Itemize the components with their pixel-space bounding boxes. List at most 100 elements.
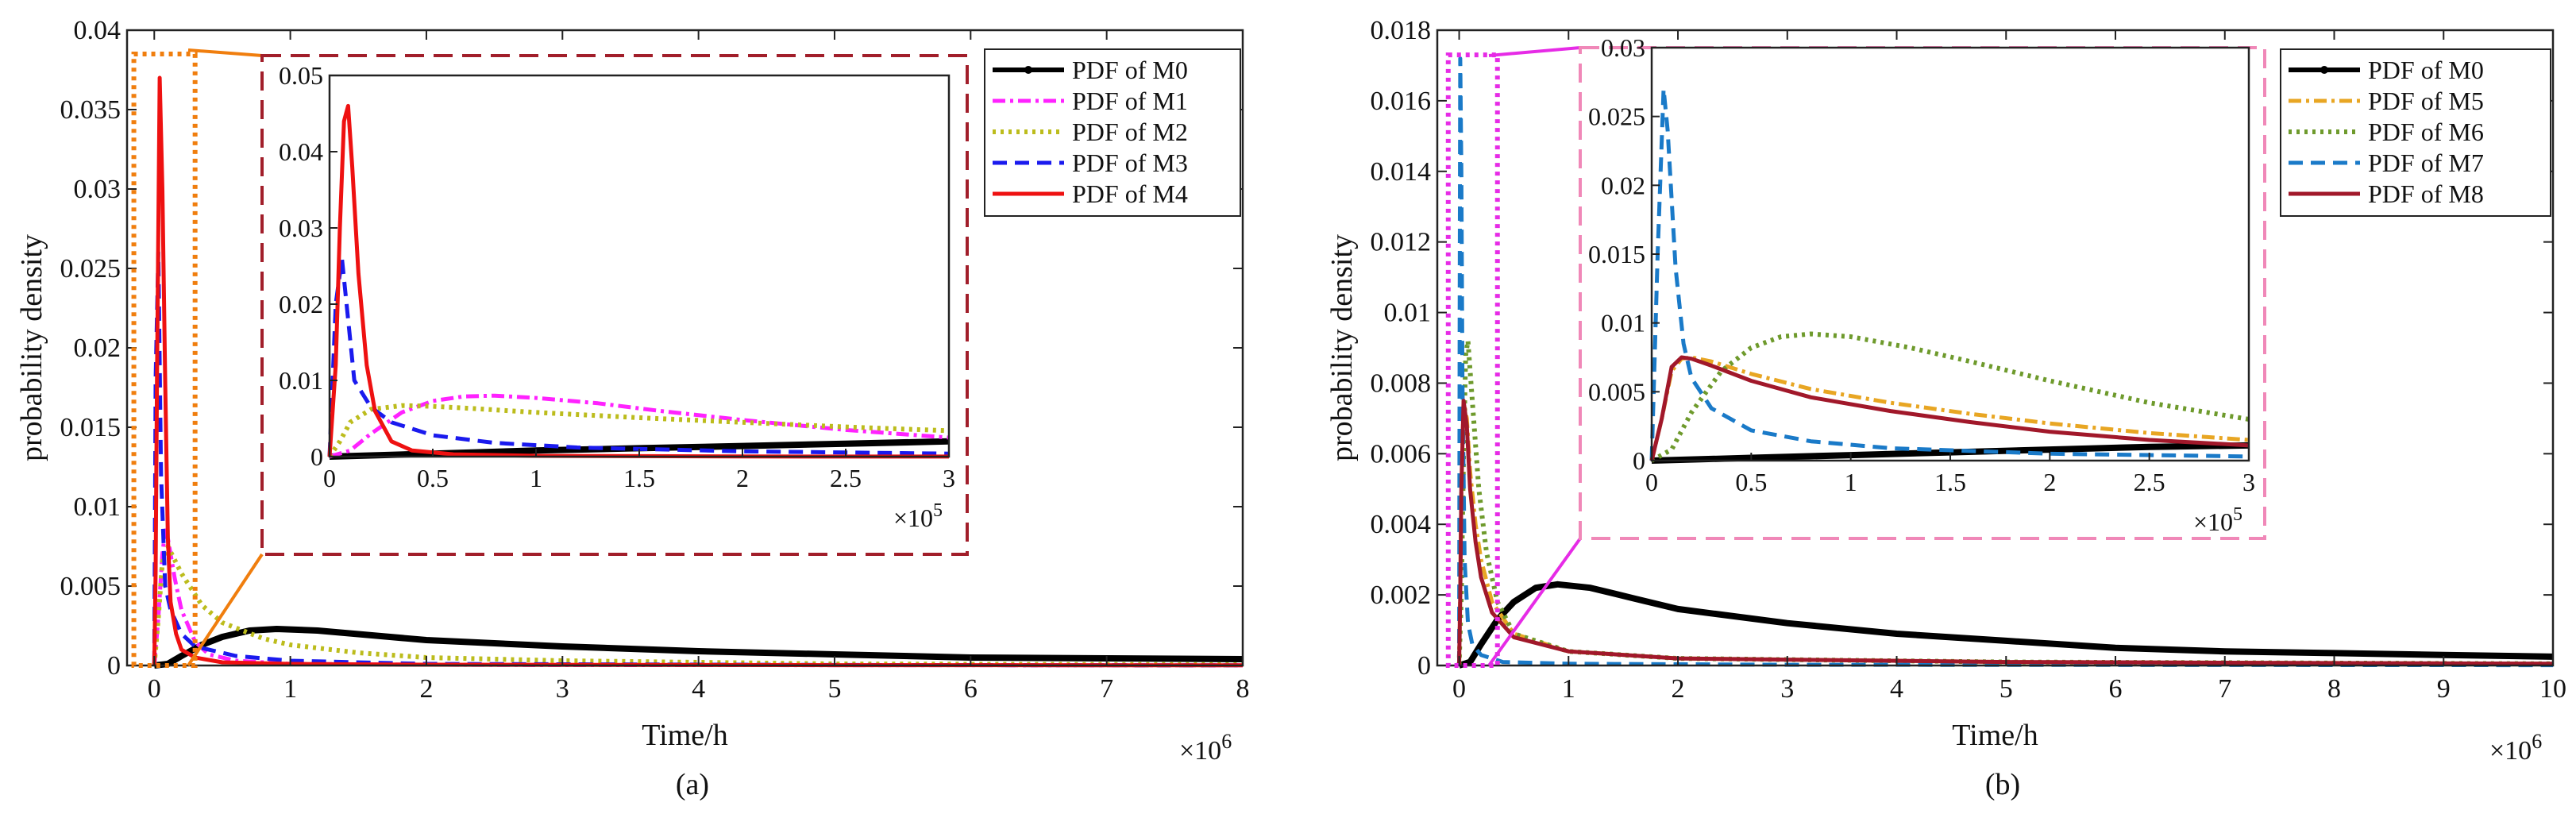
panel-a-y-tick-label: 0.03 — [74, 175, 121, 204]
panel-a-legend-label: PDF of M4 — [1072, 179, 1188, 208]
panel-a-y-tick-label: 0.005 — [60, 572, 121, 601]
panel-b-zoom-connector — [1488, 46, 1581, 57]
panel-a-legend-label: PDF of M1 — [1072, 87, 1188, 115]
panel-a-inset-x-tick-label: 0 — [323, 464, 336, 492]
panel-a-inset-bg — [330, 75, 949, 457]
panel-b-legend-label: PDF of M8 — [2368, 179, 2484, 208]
panel-b-inset-y-tick-label: 0 — [1633, 446, 1645, 475]
panel-a-y-tick-label: 0.04 — [74, 16, 121, 45]
panel-a-series-line-pdf-of-m0 — [153, 626, 1244, 669]
panel-b-y-tick-label: 0.002 — [1371, 581, 1432, 610]
panel-b-x-tick-label: 5 — [1999, 674, 2013, 704]
panel-b-legend-label: PDF of M5 — [2368, 87, 2484, 115]
panel-a-inset-y-tick-label: 0.04 — [279, 137, 323, 166]
panel-a-x-tick-label: 6 — [964, 674, 978, 704]
panel-a-x-tick-label: 1 — [283, 674, 297, 704]
panel-b-y-tick-label: 0 — [1417, 651, 1431, 681]
panel-a-inset-y-tick-label: 0.01 — [279, 366, 323, 395]
panel-a-zoom-box — [131, 52, 198, 668]
panel-a-y-axis-label: probability density — [15, 234, 48, 461]
panel-b: 0 1 2 3 4 5 6 7 8 9 1000.0020.0040.0060.0080.010.0… — [1325, 16, 2566, 766]
panel-b-inset-exponent-power: 5 — [2233, 504, 2242, 525]
panel-b-inset-y-tick-label: 0.03 — [1601, 33, 1645, 62]
panel-a-y-tick-label: 0.025 — [60, 254, 121, 284]
panel-b-inset-y-tick-label: 0.02 — [1601, 171, 1645, 199]
panel-a-x-tick-label: 0 — [148, 674, 161, 704]
panel-b-y-tick-label: 0.01 — [1384, 299, 1432, 328]
panel-a-legend-label: PDF of M0 — [1072, 56, 1188, 84]
panel-b-inset-x-tick-label: 0 — [1645, 468, 1658, 496]
panel-a-inset-exponent-power: 5 — [933, 500, 943, 521]
panel-b-inset-series-group — [1649, 87, 2250, 464]
panel-b-inset-x-tick-label: 2.5 — [2134, 468, 2165, 496]
panel-b-inset-bg — [1652, 48, 2249, 461]
panel-a-inset-y-tick-label: 0 — [310, 442, 323, 471]
panel-b-x-tick-label: 8 — [2327, 674, 2341, 704]
panel-b-inset-series-line-pdf-of-m0 — [1651, 442, 2250, 464]
panel-a-inset-series-line-pdf-of-m4 — [327, 103, 950, 459]
panel-b-legend-marker — [2320, 66, 2328, 74]
panel-b-y-tick-label: 0.008 — [1371, 368, 1432, 398]
panel-b-x-tick-label: 9 — [2437, 674, 2451, 704]
panel-b-inset-x-tick-label: 2 — [2043, 468, 2056, 496]
panel-b-x-axis-label: Time/h — [1952, 719, 2038, 752]
panel-a-inset-y-tick-label: 0.05 — [279, 61, 323, 90]
panel-b-y-tick-label: 0.004 — [1371, 510, 1432, 539]
panel-b-x-tick-label: 0 — [1452, 674, 1466, 704]
panel-b-series-line-pdf-of-m0 — [1458, 581, 2554, 669]
panel-b-inset-x-tick-label: 1 — [1845, 468, 1857, 496]
panel-a-inset-y-tick-label: 0.03 — [279, 214, 323, 242]
panel-a-inset-series-line-pdf-of-m1 — [329, 393, 950, 459]
panel-b-series-line-pdf-of-m8 — [1457, 399, 2554, 666]
panel-a-x-axis-label: Time/h — [642, 719, 727, 752]
panel-b-inset-x-tick-label: 3 — [2242, 468, 2255, 496]
panel-b-legend-box — [2280, 48, 2551, 217]
panel-a-inset-series-line-pdf-of-m3 — [327, 256, 950, 457]
panel-b-x-tick-label: 7 — [2218, 674, 2231, 704]
panel-a-inset-series-line-pdf-of-m0 — [329, 438, 950, 460]
panel-b-inset-x-tick-label: 0.5 — [1735, 468, 1767, 496]
panel-a-x-tick-label: 2 — [419, 674, 433, 704]
panel-a-x-tick-label: 7 — [1100, 674, 1113, 704]
panel-b-y-tick-label: 0.012 — [1371, 228, 1432, 257]
panel-b-x-tick-label: 3 — [1780, 674, 1794, 704]
panel-a-inset-x-tick-label: 0.5 — [417, 464, 449, 492]
panel-b-y-tick-label: 0.018 — [1371, 16, 1432, 45]
panel-b-inset-y-tick-label: 0.005 — [1588, 377, 1645, 406]
panel-a-series-line-pdf-of-m4 — [152, 75, 1244, 668]
panel-a-x-exponent-label: ×106 — [1179, 730, 1232, 766]
caption-a: (a) — [676, 768, 709, 801]
panel-b-x-tick-label: 10 — [2539, 674, 2566, 704]
panel-b-x-tick-label: 4 — [1890, 674, 1903, 704]
panel-b-inset-y-tick-label: 0.01 — [1601, 309, 1645, 338]
panel-b-legend-label: PDF of M7 — [2368, 149, 2484, 177]
panel-b-inset-series-line-pdf-of-m6 — [1650, 331, 2250, 463]
panel-a: 0 1 2 3 4 5 6 7 800.0050.010.0150.020.0250.030.0… — [15, 16, 1250, 766]
panel-a-inset-series-line-pdf-of-m2 — [327, 403, 950, 458]
panel-a-inset-x-tick-label: 3 — [943, 464, 955, 492]
panel-a-y-tick-label: 0 — [107, 651, 121, 681]
panel-b-inset-x-tick-label: 1.5 — [1934, 468, 1966, 496]
panel-b-legend-label: PDF of M6 — [2368, 118, 2484, 146]
panel-a-legend-marker — [1024, 66, 1032, 74]
panel-a-inset-x-tick-label: 1 — [530, 464, 542, 492]
caption-b: (b) — [1985, 768, 2020, 801]
panel-a-series-line-pdf-of-m2 — [152, 544, 1244, 667]
panel-a-x-tick-label: 3 — [556, 674, 569, 704]
panel-b-inset-series-line-pdf-of-m8 — [1649, 355, 2250, 461]
panel-a-zoom-connector — [187, 553, 264, 667]
panel-b-inset-series-line-pdf-of-m5 — [1649, 355, 2250, 461]
panel-a-inset-x-tick-label: 1.5 — [623, 464, 655, 492]
panel-b-inset-series-line-pdf-of-m7 — [1649, 87, 2250, 461]
panel-b-x-tick-label: 6 — [2109, 674, 2123, 704]
panel-b-x-tick-label: 2 — [1672, 674, 1685, 704]
panel-a-y-tick-label: 0.01 — [74, 492, 121, 522]
panel-b-y-tick-label: 0.016 — [1371, 87, 1432, 116]
panel-a-y-tick-label: 0.035 — [60, 95, 121, 125]
panel-a-x-exponent-power: 6 — [1221, 730, 1232, 753]
panel-b-zoom-box — [1445, 52, 1500, 669]
panel-a-inset-x-tick-label: 2 — [736, 464, 749, 492]
panel-a-y-tick-label: 0.015 — [60, 413, 121, 442]
panel-b-y-axis-label: probability density — [1325, 234, 1359, 461]
